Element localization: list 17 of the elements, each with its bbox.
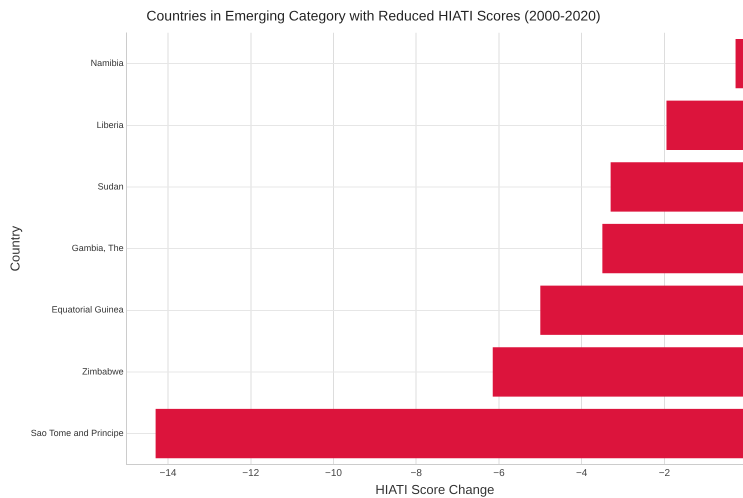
- chart-title: Countries in Emerging Category with Reduced HIATI Scores (2000-2020): [146, 7, 601, 24]
- y-tick-label: Equatorial Guinea: [52, 304, 124, 315]
- y-tick-label: Gambia, The: [72, 243, 124, 254]
- y-tick-label: Sao Tome and Principe: [30, 428, 124, 438]
- y-axis-title: Country: [7, 225, 22, 272]
- x-tick-label: −4: [576, 468, 588, 480]
- x-axis-title: HIATI Score Change: [375, 482, 494, 497]
- x-tick-label: −8: [410, 468, 422, 480]
- x-tick-label: −10: [324, 468, 342, 480]
- x-tick-label: −2: [658, 468, 671, 480]
- x-tick-label: −14: [160, 468, 177, 480]
- x-tick-label: −12: [242, 468, 260, 480]
- y-tick-label: Namibia: [90, 58, 124, 68]
- y-tick-label: Sudan: [98, 181, 124, 192]
- x-tick-label: −6: [493, 468, 506, 480]
- y-tick-label: Liberia: [96, 120, 124, 130]
- y-tick-label: Zimbabwe: [82, 366, 124, 376]
